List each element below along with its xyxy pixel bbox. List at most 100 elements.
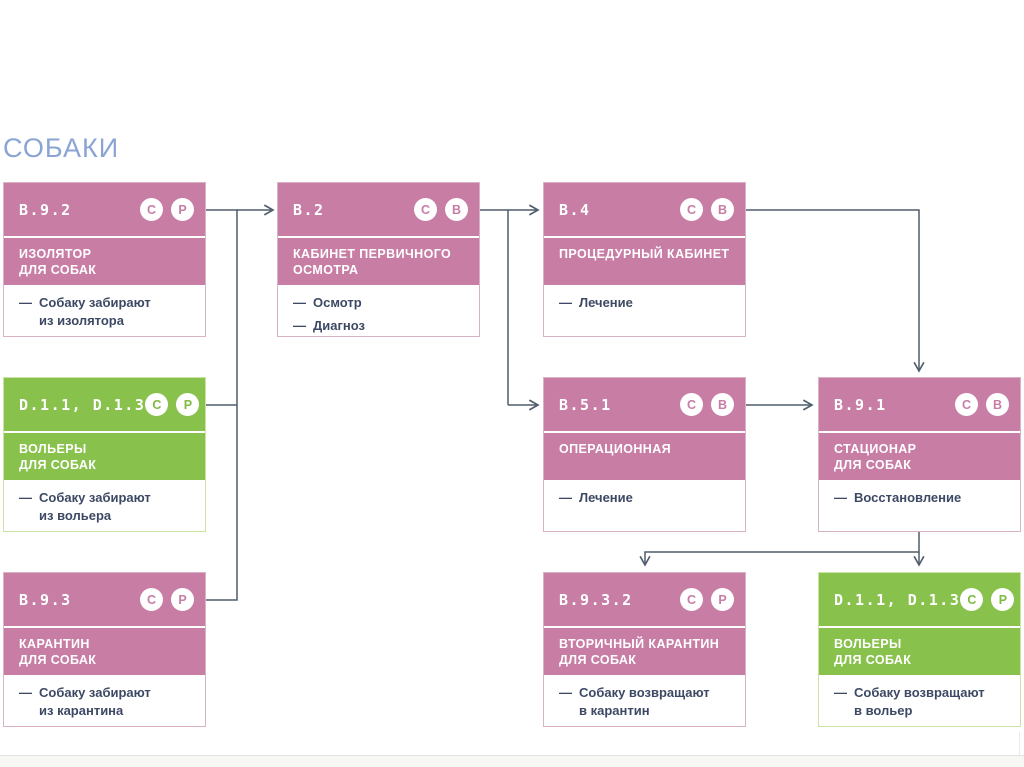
badge-group: C P: [140, 198, 194, 221]
badge-p-icon: P: [991, 588, 1015, 611]
item-line: в карантин: [579, 703, 650, 719]
node-item: — Восстановление: [834, 489, 1012, 507]
dash: —: [19, 295, 32, 310]
node-item: — Собаку забирают из вольера: [19, 489, 197, 525]
badge-group: C P: [680, 588, 734, 611]
dash: —: [19, 685, 32, 700]
room-line: КАБИНЕТ ПЕРВИЧНОГО: [293, 247, 452, 261]
node-header: B.9.3 C P: [4, 573, 205, 628]
dash: —: [293, 295, 306, 310]
node-b-9-2: B.9.2 C P ИЗОЛЯТОР ДЛЯ СОБАК — Собаку за…: [3, 182, 206, 337]
room-line: ВОЛЬЕРЫ: [19, 442, 87, 456]
badge-b-icon: B: [986, 393, 1009, 416]
node-header: B.5.1 C B: [544, 378, 745, 433]
node-items: — Собаку забирают из вольера: [4, 480, 205, 525]
item-lines: Собаку возвращают в карантин: [579, 684, 710, 720]
item-line: Восстановление: [854, 490, 962, 505]
node-item: — Лечение: [559, 489, 737, 507]
room-line: СТАЦИОНАР: [834, 442, 917, 456]
node-code: D.1.1, D.1.3: [834, 590, 961, 609]
badge-group: C P: [140, 588, 194, 611]
node-header: B.9.3.2 C P: [544, 573, 745, 628]
node-item: — Собаку возвращают в вольер: [834, 684, 1012, 720]
dash: —: [293, 318, 306, 334]
item-line: в вольер: [854, 703, 913, 719]
badge-p-icon: P: [176, 393, 200, 416]
node-code: B.9.3: [19, 590, 72, 609]
node-code: B.9.2: [19, 200, 72, 219]
badge-p-icon: P: [171, 588, 194, 611]
badge-b-icon: B: [711, 393, 734, 416]
node-items: — Восстановление: [819, 480, 1020, 507]
room-line: ДЛЯ СОБАК: [834, 458, 912, 473]
room-line: ДЛЯ СОБАК: [559, 653, 637, 668]
badge-group: C B: [955, 393, 1009, 416]
node-item: — Собаку забирают из карантина: [19, 684, 197, 720]
badge-p-icon: P: [711, 588, 734, 611]
badge-p-icon: P: [171, 198, 194, 221]
badge-group: C B: [414, 198, 468, 221]
node-b-5-1: B.5.1 C B ОПЕРАЦИОННАЯ — Лечение: [543, 377, 746, 532]
badge-c-icon: C: [140, 198, 163, 221]
page-title: СОБАКИ: [3, 133, 120, 163]
node-header: B.9.1 C B: [819, 378, 1020, 433]
node-room: ВОЛЬЕРЫ ДЛЯ СОБАК: [819, 628, 1020, 675]
node-b-2: B.2 C B КАБИНЕТ ПЕРВИЧНОГО ОСМОТРА — Осм…: [277, 182, 480, 337]
badge-c-icon: C: [680, 393, 703, 416]
node-item: — Диагноз: [293, 317, 471, 335]
item-line: Диагноз: [313, 318, 365, 334]
dash: —: [559, 295, 572, 310]
node-header: B.9.2 C P: [4, 183, 205, 238]
node-d-1-1-top: D.1.1, D.1.3 C P ВОЛЬЕРЫ ДЛЯ СОБАК — Соб…: [3, 377, 206, 532]
node-items: — Осмотр — Диагноз: [278, 285, 479, 335]
item-lines: Собаку возвращают в вольер: [854, 684, 985, 720]
badge-c-icon: C: [960, 588, 984, 611]
connector-mid-trunk: [480, 209, 509, 405]
node-b-4: B.4 C B ПРОЦЕДУРНЫЙ КАБИНЕТ — Лечение: [543, 182, 746, 337]
node-code: B.9.1: [834, 395, 887, 414]
item-line: из изолятора: [39, 313, 124, 329]
badge-c-icon: C: [140, 588, 163, 611]
node-room: ВТОРИЧНЫЙ КАРАНТИН ДЛЯ СОБАК: [544, 628, 745, 675]
badge-group: C B: [680, 198, 734, 221]
badge-c-icon: C: [955, 393, 978, 416]
item-lines: Диагноз: [313, 317, 365, 335]
node-code: B.9.3.2: [559, 590, 633, 609]
node-room: ВОЛЬЕРЫ ДЛЯ СОБАК: [4, 433, 205, 480]
room-line: ДЛЯ СОБАК: [19, 263, 97, 278]
item-line: Собаку возвращают: [854, 685, 985, 700]
item-line: Собаку забирают: [39, 685, 151, 700]
item-line: Собаку возвращают: [579, 685, 710, 700]
node-items: — Лечение: [544, 285, 745, 312]
node-room: КАБИНЕТ ПЕРВИЧНОГО ОСМОТРА: [278, 238, 479, 285]
room-line: ВОЛЬЕРЫ: [834, 637, 902, 651]
badge-b-icon: B: [711, 198, 734, 221]
node-code: D.1.1, D.1.3: [19, 395, 146, 414]
badge-group: C P: [960, 588, 1015, 611]
item-lines: Лечение: [579, 294, 633, 312]
connector-left-trunk: [206, 209, 238, 601]
node-items: — Собаку возвращают в карантин: [544, 675, 745, 720]
item-lines: Восстановление: [854, 489, 961, 507]
room-line: ОСМОТРА: [293, 263, 359, 278]
item-lines: Собаку забирают из вольера: [39, 489, 151, 525]
item-line: Лечение: [579, 295, 633, 310]
node-room: ОПЕРАЦИОННАЯ: [544, 433, 745, 480]
slide-footer-band: [0, 756, 1024, 767]
node-item: — Собаку забирают из изолятора: [19, 294, 197, 330]
dash: —: [834, 685, 847, 700]
slide-footer-divider: [0, 755, 1024, 756]
item-lines: Собаку забирают из изолятора: [39, 294, 151, 330]
room-line: ВТОРИЧНЫЙ КАРАНТИН: [559, 637, 720, 651]
badge-b-icon: B: [445, 198, 468, 221]
item-line: Лечение: [579, 490, 633, 505]
badge-c-icon: C: [680, 198, 703, 221]
node-code: B.5.1: [559, 395, 612, 414]
node-b-9-3-2: B.9.3.2 C P ВТОРИЧНЫЙ КАРАНТИН ДЛЯ СОБАК…: [543, 572, 746, 727]
node-header: B.2 C B: [278, 183, 479, 238]
connector-b4-to-b91: [746, 209, 925, 373]
node-b-9-1: B.9.1 C B СТАЦИОНАР ДЛЯ СОБАК — Восстано…: [818, 377, 1021, 532]
node-item: — Лечение: [559, 294, 737, 312]
item-line: Осмотр: [313, 295, 362, 310]
node-room: ПРОЦЕДУРНЫЙ КАБИНЕТ: [544, 238, 745, 285]
